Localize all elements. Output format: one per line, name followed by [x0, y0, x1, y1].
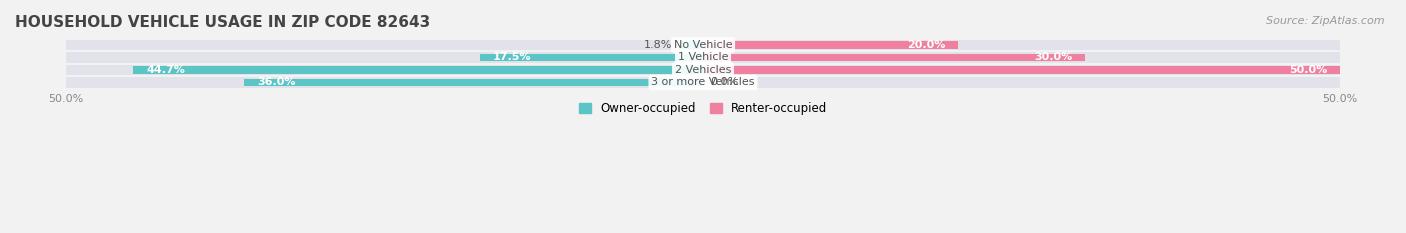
Bar — [703, 66, 1340, 74]
Bar — [681, 41, 703, 49]
Text: 2 Vehicles: 2 Vehicles — [675, 65, 731, 75]
Text: HOUSEHOLD VEHICLE USAGE IN ZIP CODE 82643: HOUSEHOLD VEHICLE USAGE IN ZIP CODE 8264… — [15, 15, 430, 30]
Text: 3 or more Vehicles: 3 or more Vehicles — [651, 78, 755, 88]
Text: 0.0%: 0.0% — [710, 78, 740, 88]
Text: No Vehicle: No Vehicle — [673, 40, 733, 50]
Bar — [66, 40, 1340, 50]
Text: 30.0%: 30.0% — [1035, 52, 1073, 62]
Text: 20.0%: 20.0% — [907, 40, 945, 50]
Bar — [479, 54, 703, 61]
Text: 17.5%: 17.5% — [492, 52, 531, 62]
Bar — [66, 77, 1340, 88]
Bar — [66, 65, 1340, 75]
Bar — [703, 41, 957, 49]
Legend: Owner-occupied, Renter-occupied: Owner-occupied, Renter-occupied — [579, 102, 827, 115]
Text: 44.7%: 44.7% — [146, 65, 186, 75]
Text: Source: ZipAtlas.com: Source: ZipAtlas.com — [1267, 16, 1385, 26]
Text: 1.8%: 1.8% — [644, 40, 672, 50]
Bar — [703, 54, 1085, 61]
Bar — [245, 79, 703, 86]
Text: 36.0%: 36.0% — [257, 78, 295, 88]
Text: 1 Vehicle: 1 Vehicle — [678, 52, 728, 62]
Bar — [134, 66, 703, 74]
Text: 50.0%: 50.0% — [1289, 65, 1327, 75]
Bar — [66, 52, 1340, 63]
